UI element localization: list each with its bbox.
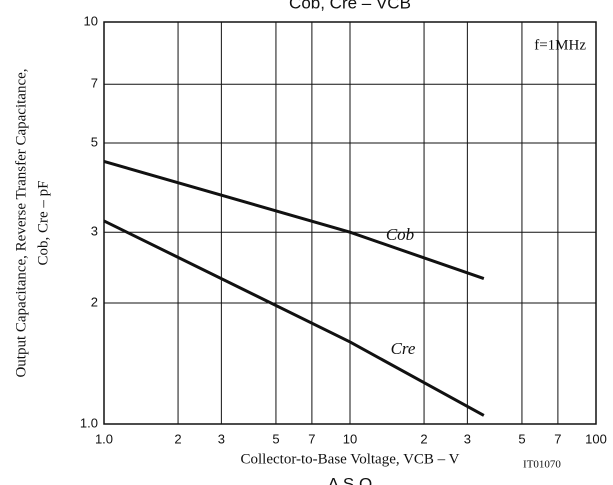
y-axis-label: Output Capacitance, Reverse Transfer Cap… [13, 68, 29, 377]
x-tick-label: 10 [343, 431, 357, 446]
chart-title: Cob, Cre – VCB [289, 0, 411, 12]
series-line [103, 219, 485, 417]
x-tick-label: 2 [174, 431, 181, 446]
y-tick-label: 1.0 [80, 415, 98, 430]
y-tick-label: 5 [91, 134, 98, 149]
x-tick-label: 7 [308, 431, 315, 446]
y-tick-label: 10 [84, 13, 98, 28]
annotation: IT01070 [523, 459, 561, 471]
series-line [103, 159, 485, 281]
y-tick-label: 3 [91, 224, 98, 239]
x-tick-label: 2 [420, 431, 427, 446]
annotation: A S O [328, 474, 372, 485]
x-tick-label: 3 [218, 431, 225, 446]
plot-frame [103, 21, 597, 425]
x-tick-label: 1.0 [95, 431, 113, 446]
series-label: Cob [386, 225, 414, 244]
annotation: f=1MHz [534, 37, 586, 53]
x-tick-label: 100 [585, 431, 607, 446]
x-tick-label: 5 [518, 431, 525, 446]
x-axis-label: Collector-to-Base Voltage, VCB – V [241, 451, 460, 467]
x-tick-label: 5 [272, 431, 279, 446]
x-tick-label: 7 [554, 431, 561, 446]
series-label: Cre [391, 339, 416, 358]
y-axis-label: Cob, Cre – pF [35, 180, 51, 265]
x-tick-label: 3 [464, 431, 471, 446]
y-tick-label: 2 [91, 294, 98, 309]
y-tick-label: 7 [91, 76, 98, 91]
